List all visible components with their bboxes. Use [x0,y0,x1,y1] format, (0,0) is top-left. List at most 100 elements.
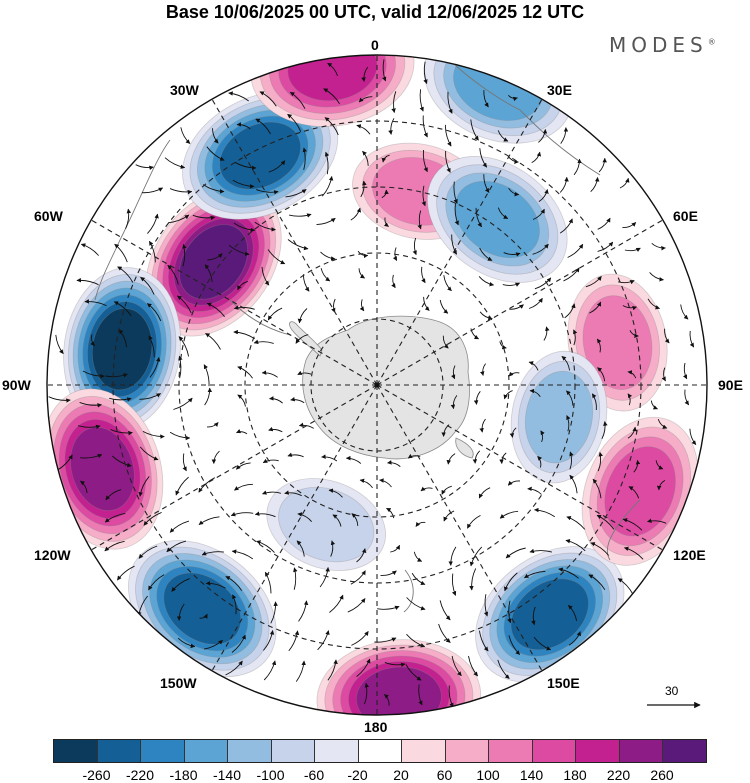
wind-vector-arrow [351,513,359,526]
wind-vector-arrow [316,217,336,226]
wind-vector-arrow [253,339,274,344]
wind-vector-arrow [206,422,219,428]
south-pole-marker [374,382,380,388]
wind-vector-arrow [268,160,286,173]
wind-vector-arrow [237,280,248,291]
wind-vector-arrow [237,366,253,379]
wind-vector-arrow [285,189,307,198]
wind-vector-arrow [171,578,190,592]
wind-vector-arrow [178,336,190,357]
negative-anomaly [63,267,182,432]
wind-vector-arrow [531,151,542,163]
wind-vector-arrow [524,570,546,579]
wind-vector-arrow [528,297,543,309]
wind-vector-arrow [689,428,697,446]
brand-name: MODES [609,33,708,57]
wind-vector-arrow [105,489,122,501]
wind-vector-arrow [475,207,482,228]
colorbar-tick-label: 180 [563,767,587,783]
wind-vector-arrow [236,122,251,130]
colorbar-tick-label: -140 [212,767,242,783]
wind-vector-arrow [192,214,216,221]
wind-vector-arrow [198,516,220,525]
wind-vector-arrow [76,277,99,286]
lon-label-180: 180 [364,719,388,735]
wind-vector-arrow [297,370,312,376]
wind-vector-arrow [598,157,607,173]
wind-vector-arrow [529,388,541,398]
wind-vector-arrow [256,189,279,195]
wind-vector-arrow [423,296,430,311]
wind-vector-arrow [422,149,428,173]
wind-vector-arrow [509,427,517,438]
meridian-line [211,384,378,672]
wind-vector-arrow [627,426,637,439]
wind-vector-arrow [380,570,397,576]
wind-vector-arrow [499,510,519,519]
wind-vector-arrow [361,66,369,82]
wind-vector-arrow [345,455,362,464]
wind-vector-arrow [479,148,488,168]
wind-vector-arrow [406,633,426,648]
colorbar-swatch [96,740,140,762]
wind-vector-arrow [320,251,336,261]
wind-vector-arrow [138,545,158,559]
wind-vector-arrow [508,635,521,655]
wind-vector-arrow [234,161,257,171]
lon-label-90e: 90E [718,377,743,393]
registered-mark: ® [707,37,716,47]
wind-vector-arrow [125,208,132,229]
wind-vector-arrow [590,176,600,193]
wind-vector-arrow [499,341,507,350]
colorbar-swatch [488,740,532,762]
wind-vector-arrow [111,455,132,468]
wind-vector-arrow [442,335,449,349]
chart-title: Base 10/06/2025 00 UTC, valid 12/06/2025… [165,2,585,22]
wind-vector-arrow [534,277,552,290]
wind-vector-arrow [383,217,389,227]
wind-vector-arrow [262,458,279,464]
wind-vector-arrow [113,301,132,316]
lon-label-30e: 30E [547,82,572,98]
wind-vector-arrow [284,490,302,497]
wind-vector-arrow [329,594,344,613]
wind-vector-arrow [451,234,457,255]
wind-vector-arrow [212,128,219,144]
wind-vector-arrow [538,189,549,202]
wind-vector-arrow [79,401,102,408]
wind-vector-arrow [469,568,477,591]
wind-vector-arrow [622,222,637,229]
wind-vector-arrow [169,431,191,441]
wind-vector-arrow [110,429,133,436]
wind-vector-arrow [573,158,582,176]
wind-vector-arrow [543,326,550,341]
wind-vector-arrow [622,518,643,531]
wind-vector-arrow [684,389,690,406]
wind-vector-arrow [418,684,423,706]
wind-vector-arrow [478,276,495,287]
wind-vector-arrow [255,118,271,135]
wind-vector-arrow [347,598,366,613]
continent-outlines [94,59,641,613]
wind-vector-arrow [90,334,95,347]
wind-vector-arrow [269,396,284,404]
meridian-line [376,384,543,672]
wind-vector-arrow [256,540,275,553]
wind-vector-arrow [573,329,578,346]
wind-vector-arrow [117,266,134,283]
wind-vector-arrow [328,488,343,498]
wind-vector-arrow [350,570,366,585]
wind-vector-arrow [330,540,336,557]
lon-label-120w: 120W [34,547,71,563]
wind-vector-arrow [267,307,283,321]
wind-vector-arrow [142,431,165,439]
wind-vector-arrow [563,267,580,282]
wind-vector-arrow [619,177,630,189]
wind-vector-arrow [201,551,224,556]
meridian-line [376,384,664,551]
wind-vector-arrow [237,394,246,407]
colorbar-tick-label: 220 [606,767,631,783]
colorbar-swatch [183,740,227,762]
wind-vector-arrow [538,128,548,143]
wind-vector-arrow [508,94,518,102]
